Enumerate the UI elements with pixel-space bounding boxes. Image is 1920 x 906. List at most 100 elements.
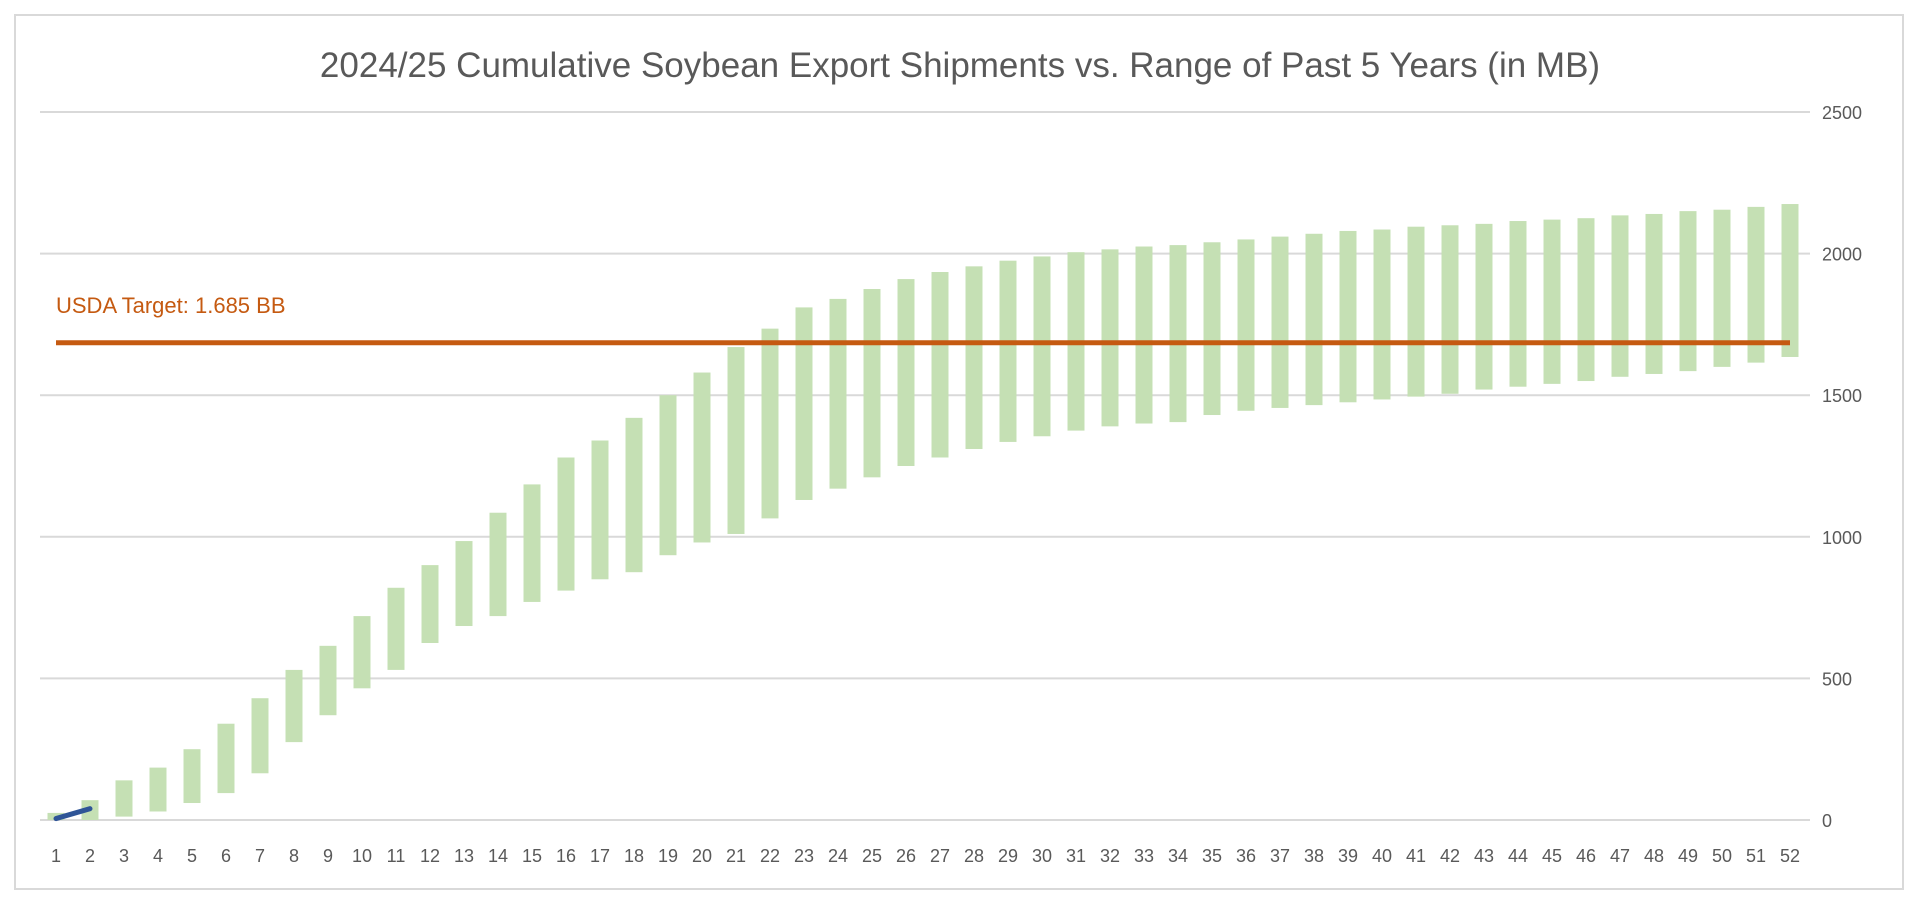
- range-bar-week-14: [489, 512, 507, 617]
- x-tick-label: 44: [1508, 846, 1528, 866]
- y-tick-label: 500: [1822, 669, 1852, 689]
- x-tick-label: 43: [1474, 846, 1494, 866]
- x-tick-label: 5: [187, 846, 197, 866]
- range-bar-week-38: [1305, 233, 1323, 406]
- x-tick-label: 17: [590, 846, 610, 866]
- x-tick-label: 49: [1678, 846, 1698, 866]
- range-bar-week-45: [1543, 219, 1561, 384]
- x-tick-label: 50: [1712, 846, 1732, 866]
- y-tick-label: 2500: [1822, 103, 1862, 123]
- x-tick-label: 11: [387, 846, 406, 866]
- range-bar-week-18: [625, 417, 643, 573]
- range-bar-week-42: [1441, 225, 1459, 394]
- usda-target: USDA Target: 1.685 BB: [56, 293, 1790, 346]
- y-tick-label: 2000: [1822, 245, 1862, 265]
- range-bar-week-11: [387, 587, 405, 670]
- range-bar-week-30: [1033, 256, 1051, 437]
- range-bar-week-22: [761, 328, 779, 519]
- range-bar-week-52: [1781, 204, 1799, 357]
- y-tick-label: 0: [1822, 811, 1832, 831]
- range-bar-week-16: [557, 457, 575, 591]
- range-bar-week-25: [863, 289, 881, 478]
- y-axis-ticks: 0 500 1000 1500 2000 2500: [1822, 103, 1862, 831]
- x-tick-label: 14: [488, 846, 508, 866]
- range-bar-week-5: [183, 749, 201, 804]
- x-tick-label: 13: [454, 846, 474, 866]
- range-bar-week-15: [523, 484, 541, 602]
- range-bar-week-29: [999, 260, 1017, 442]
- range-bar-week-12: [421, 565, 439, 643]
- x-tick-label: 47: [1610, 846, 1630, 866]
- range-bar-week-36: [1237, 239, 1255, 411]
- x-tick-label: 46: [1576, 846, 1596, 866]
- range-bar-week-6: [217, 723, 235, 794]
- x-tick-label: 15: [522, 846, 542, 866]
- x-tick-label: 48: [1644, 846, 1664, 866]
- chart-frame: [14, 14, 1904, 890]
- x-tick-label: 8: [289, 846, 299, 866]
- x-tick-label: 3: [119, 846, 129, 866]
- x-tick-label: 30: [1032, 846, 1052, 866]
- range-bar-week-33: [1135, 246, 1153, 424]
- x-tick-label: 41: [1406, 846, 1426, 866]
- x-tick-label: 1: [51, 846, 61, 866]
- x-tick-label: 39: [1338, 846, 1358, 866]
- range-bar-week-41: [1407, 226, 1425, 397]
- x-tick-label: 27: [930, 846, 950, 866]
- x-tick-label: 35: [1202, 846, 1222, 866]
- x-tick-label: 19: [658, 846, 678, 866]
- x-tick-label: 16: [556, 846, 576, 866]
- range-bar-week-10: [353, 616, 371, 689]
- range-bar-week-13: [455, 541, 473, 627]
- range-bar-week-46: [1577, 218, 1595, 382]
- x-tick-label: 2: [85, 846, 95, 866]
- range-bar-week-3: [115, 780, 133, 817]
- x-tick-label: 31: [1066, 846, 1086, 866]
- x-tick-label: 38: [1304, 846, 1324, 866]
- range-bar-week-48: [1645, 213, 1663, 374]
- range-bar-week-32: [1101, 249, 1119, 427]
- x-tick-label: 26: [896, 846, 916, 866]
- current-season-line: [53, 806, 93, 822]
- x-tick-label: 18: [624, 846, 644, 866]
- range-bar-week-26: [897, 279, 915, 466]
- y-tick-label: 1500: [1822, 386, 1862, 406]
- range-bars: [47, 204, 1799, 820]
- chart-title: 2024/25 Cumulative Soybean Export Shipme…: [319, 46, 1601, 85]
- gridlines: [40, 111, 1810, 821]
- x-tick-label: 34: [1168, 846, 1188, 866]
- x-tick-label: 6: [221, 846, 231, 866]
- x-tick-label: 28: [964, 846, 984, 866]
- x-tick-label: 33: [1134, 846, 1154, 866]
- x-tick-label: 7: [255, 846, 265, 866]
- x-tick-label: 40: [1372, 846, 1392, 866]
- range-bar-week-35: [1203, 242, 1221, 416]
- range-bar-week-37: [1271, 236, 1289, 408]
- range-bar-week-8: [285, 669, 303, 743]
- range-bar-week-28: [965, 266, 983, 450]
- range-bar-week-7: [251, 698, 269, 774]
- range-bar-week-39: [1339, 230, 1357, 403]
- range-bar-week-49: [1679, 211, 1697, 372]
- range-bar-week-47: [1611, 215, 1629, 377]
- range-bar-week-20: [693, 372, 711, 543]
- x-tick-label: 20: [692, 846, 712, 866]
- x-tick-label: 51: [1746, 846, 1766, 866]
- range-bar-week-43: [1475, 223, 1493, 390]
- x-tick-label: 9: [323, 846, 333, 866]
- current-series: [53, 806, 93, 822]
- range-bar-week-50: [1713, 209, 1731, 367]
- x-tick-label: 10: [352, 846, 372, 866]
- range-bar-week-24: [829, 298, 847, 489]
- x-tick-label: 36: [1236, 846, 1256, 866]
- y-tick-label: 1000: [1822, 528, 1862, 548]
- x-tick-label: 42: [1440, 846, 1460, 866]
- range-bar-week-40: [1373, 229, 1391, 400]
- x-tick-label: 45: [1542, 846, 1562, 866]
- range-bar-week-21: [727, 347, 745, 534]
- x-tick-label: 24: [828, 846, 848, 866]
- range-bar-week-17: [591, 440, 609, 580]
- x-tick-label: 25: [862, 846, 882, 866]
- x-tick-label: 37: [1270, 846, 1290, 866]
